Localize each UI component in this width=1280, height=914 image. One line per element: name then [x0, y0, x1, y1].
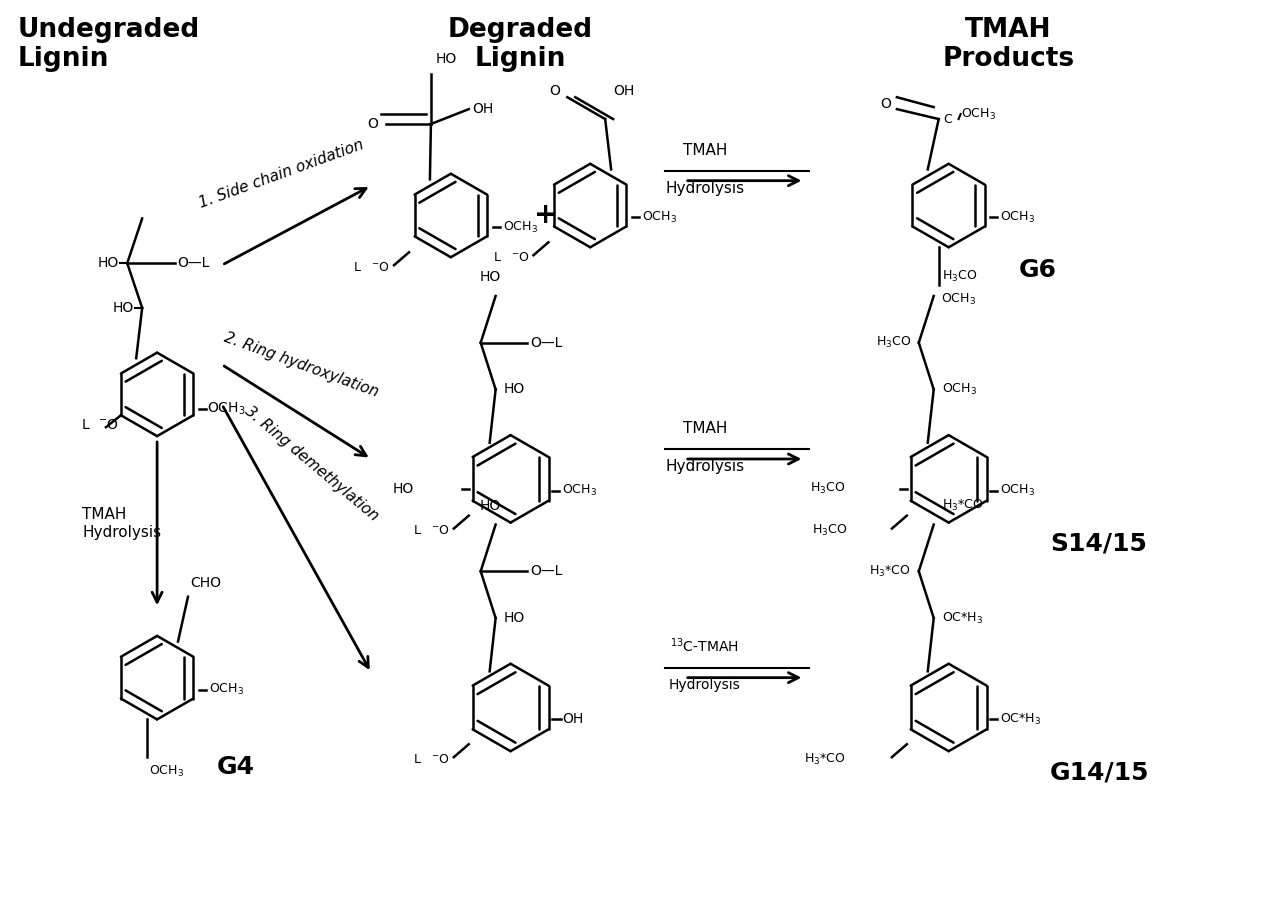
Text: $^{-}$O: $^{-}$O	[99, 419, 119, 432]
Text: OH: OH	[613, 84, 635, 98]
Text: Hydrolysis: Hydrolysis	[669, 677, 741, 692]
Text: HO: HO	[480, 270, 502, 284]
Text: G4: G4	[216, 755, 255, 779]
Text: TMAH: TMAH	[682, 421, 727, 436]
Text: H$_3$CO: H$_3$CO	[812, 523, 847, 538]
Text: HO: HO	[393, 482, 413, 495]
Text: OCH$_3$: OCH$_3$	[207, 401, 246, 418]
Text: HO: HO	[113, 301, 134, 315]
Text: L: L	[413, 752, 421, 766]
Text: +: +	[534, 201, 557, 229]
Text: OH: OH	[562, 712, 584, 727]
Text: OCH$_3$: OCH$_3$	[503, 220, 538, 235]
Text: OCH$_3$: OCH$_3$	[150, 764, 184, 780]
Text: Hydrolysis: Hydrolysis	[666, 181, 744, 196]
Text: L: L	[82, 419, 90, 432]
Text: OCH$_3$: OCH$_3$	[209, 682, 244, 697]
Text: G6: G6	[1019, 258, 1056, 282]
Text: H$_3$CO: H$_3$CO	[942, 269, 977, 284]
Text: OCH$_3$: OCH$_3$	[942, 382, 977, 397]
Text: Degraded
Lignin: Degraded Lignin	[448, 16, 593, 71]
Text: S14/15: S14/15	[1050, 531, 1147, 556]
Text: H$_3$*CO: H$_3$*CO	[942, 497, 983, 513]
Text: 1. Side chain oxidation: 1. Side chain oxidation	[197, 137, 366, 210]
Text: $^{-}$O: $^{-}$O	[371, 260, 390, 273]
Text: H$_3$*CO: H$_3$*CO	[804, 751, 845, 767]
Text: L: L	[413, 524, 421, 537]
Text: HO: HO	[503, 382, 525, 397]
Text: OCH$_3$: OCH$_3$	[1001, 210, 1036, 225]
Text: O: O	[549, 84, 561, 98]
Text: O—L: O—L	[177, 256, 210, 271]
Text: L: L	[494, 250, 500, 264]
Text: OC*H$_3$: OC*H$_3$	[1001, 712, 1042, 727]
Text: CHO: CHO	[189, 576, 221, 590]
Text: O: O	[367, 117, 378, 131]
Text: Hydrolysis: Hydrolysis	[666, 459, 744, 474]
Text: HO: HO	[480, 499, 502, 513]
Text: 2. Ring hydroxylation: 2. Ring hydroxylation	[223, 329, 380, 399]
Text: G14/15: G14/15	[1050, 760, 1149, 784]
Text: O—L: O—L	[530, 335, 563, 350]
Text: HO: HO	[99, 256, 119, 271]
Text: OC*H$_3$: OC*H$_3$	[942, 611, 983, 625]
Text: H$_3$CO: H$_3$CO	[876, 335, 911, 350]
Text: OCH$_3$: OCH$_3$	[643, 210, 677, 225]
Text: OCH$_3$: OCH$_3$	[1001, 484, 1036, 498]
Text: HO: HO	[503, 611, 525, 625]
Text: TMAH
Products: TMAH Products	[942, 16, 1074, 71]
Text: L: L	[355, 260, 361, 273]
Text: HO: HO	[436, 52, 457, 67]
Text: OCH$_3$: OCH$_3$	[960, 107, 996, 122]
Text: TMAH
Hydrolysis: TMAH Hydrolysis	[82, 507, 161, 540]
Text: H$_3$CO: H$_3$CO	[810, 482, 845, 496]
Text: OH: OH	[472, 102, 494, 116]
Text: OCH$_3$: OCH$_3$	[941, 292, 975, 307]
Text: 3. Ring demethylation: 3. Ring demethylation	[242, 403, 381, 524]
Text: H$_3$*CO: H$_3$*CO	[869, 564, 911, 579]
Text: $^{-}$O: $^{-}$O	[431, 524, 449, 537]
Text: $^{-}$O: $^{-}$O	[431, 752, 449, 766]
Text: TMAH: TMAH	[682, 143, 727, 158]
Text: Undegraded
Lignin: Undegraded Lignin	[18, 16, 200, 71]
Text: $^{-}$O: $^{-}$O	[511, 250, 530, 264]
Text: $^{13}$C-TMAH: $^{13}$C-TMAH	[671, 636, 739, 654]
Text: OCH$_3$: OCH$_3$	[562, 484, 598, 498]
Text: C: C	[943, 112, 952, 125]
Text: O—L: O—L	[530, 564, 563, 579]
Text: O: O	[881, 97, 891, 112]
